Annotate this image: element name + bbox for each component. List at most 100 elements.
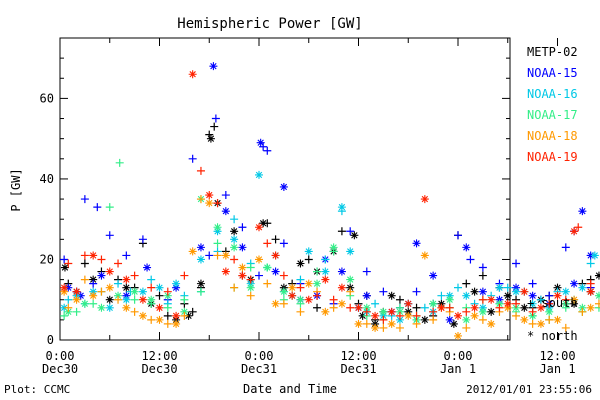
- south-marker: [130, 307, 139, 316]
- south-marker: [561, 323, 570, 332]
- north-marker: [230, 235, 239, 244]
- north-marker: [196, 243, 205, 252]
- north-marker: [238, 263, 247, 272]
- south-marker: [163, 303, 172, 312]
- north-marker: [122, 291, 131, 300]
- south-marker: [594, 299, 600, 308]
- north-marker: [238, 243, 247, 252]
- north-marker: [387, 307, 396, 316]
- plot-timestamp: 2012/01/01 23:55:06: [466, 383, 592, 396]
- south-marker: [478, 271, 487, 280]
- north-marker: [64, 307, 73, 316]
- north-marker: [97, 271, 106, 280]
- north-marker: [437, 303, 446, 312]
- south-marker: [246, 275, 255, 284]
- north-marker: [362, 303, 371, 312]
- north-marker: [105, 267, 114, 276]
- y-tick-label: 0: [47, 333, 54, 347]
- legend-entry: METP-02: [527, 45, 578, 59]
- south-marker: [337, 227, 346, 236]
- south-marker: [371, 299, 380, 308]
- north-marker: [296, 259, 305, 268]
- north-marker: [213, 227, 222, 236]
- south-marker: [122, 251, 131, 260]
- south-marker: [246, 291, 255, 300]
- north-marker: [221, 251, 230, 260]
- north-marker: [279, 283, 288, 292]
- north-marker: [230, 227, 239, 236]
- south-marker: [263, 279, 272, 288]
- north-marker: [288, 283, 297, 292]
- marker-legend: + south * north: [527, 296, 578, 343]
- south-marker: [114, 295, 123, 304]
- south-marker: [246, 263, 255, 272]
- north-marker: [520, 303, 529, 312]
- north-marker: [321, 275, 330, 284]
- north-marker: [138, 295, 147, 304]
- north-marker: [520, 287, 529, 296]
- north-marker: [578, 283, 587, 292]
- north-marker: [196, 255, 205, 264]
- north-marker: [97, 303, 106, 312]
- south-marker: [279, 239, 288, 248]
- south-marker: [115, 158, 124, 167]
- north-marker: [89, 275, 98, 284]
- south-marker: [64, 303, 73, 312]
- south-marker: [296, 307, 305, 316]
- north-marker: [553, 283, 562, 292]
- north-marker: [155, 303, 164, 312]
- north-marker: [586, 287, 595, 296]
- south-marker: [147, 283, 156, 292]
- north-marker: [209, 62, 218, 71]
- south-marker: [412, 311, 421, 320]
- north-marker: [350, 231, 359, 240]
- south-marker: [503, 283, 512, 292]
- south-marker: [114, 279, 123, 288]
- x-tick-date-label: Jan 1: [440, 362, 476, 376]
- north-marker: [230, 243, 239, 252]
- south-marker: [412, 287, 421, 296]
- south-marker: [130, 295, 139, 304]
- south-marker: [574, 223, 583, 232]
- north-marker: [454, 331, 462, 340]
- north-marker: [72, 287, 81, 296]
- north-marker: [379, 311, 388, 320]
- north-marker: [462, 243, 471, 252]
- north-marker: [449, 319, 458, 328]
- north-marker: [512, 303, 521, 312]
- legend-entry: NOAA-18: [527, 129, 578, 143]
- north-marker: [172, 315, 181, 324]
- south-marker: [454, 283, 462, 292]
- north-marker: [279, 287, 288, 296]
- x-tick-date-label: Dec30: [42, 362, 78, 376]
- north-marker: [487, 319, 496, 328]
- north-marker: [130, 287, 139, 296]
- north-marker: [76, 291, 85, 300]
- north-marker: [163, 291, 172, 300]
- legend-entry: NOAA-16: [527, 87, 578, 101]
- north-marker: [503, 303, 512, 312]
- north-marker: [358, 311, 367, 320]
- north-marker: [89, 251, 98, 260]
- north-marker: [122, 283, 131, 292]
- south-marker: [230, 255, 239, 264]
- north-marker: [246, 283, 255, 292]
- south-marker: [213, 251, 222, 260]
- north-marker: [155, 315, 164, 324]
- north-marker: [304, 247, 313, 256]
- south-marker: [296, 275, 305, 284]
- south-marker: [362, 267, 371, 276]
- north-marker: [259, 219, 268, 228]
- south-marker: [89, 299, 98, 308]
- north-marker: [184, 311, 193, 320]
- south-marker: [346, 287, 355, 296]
- x-tick-date-label: Jan 1: [539, 362, 575, 376]
- north-marker: [412, 315, 421, 324]
- north-marker: [512, 287, 521, 296]
- south-marker: [379, 315, 388, 324]
- north-marker: [545, 303, 554, 312]
- north-marker: [256, 138, 265, 147]
- north-marker: [72, 295, 81, 304]
- north-marker: [495, 299, 504, 308]
